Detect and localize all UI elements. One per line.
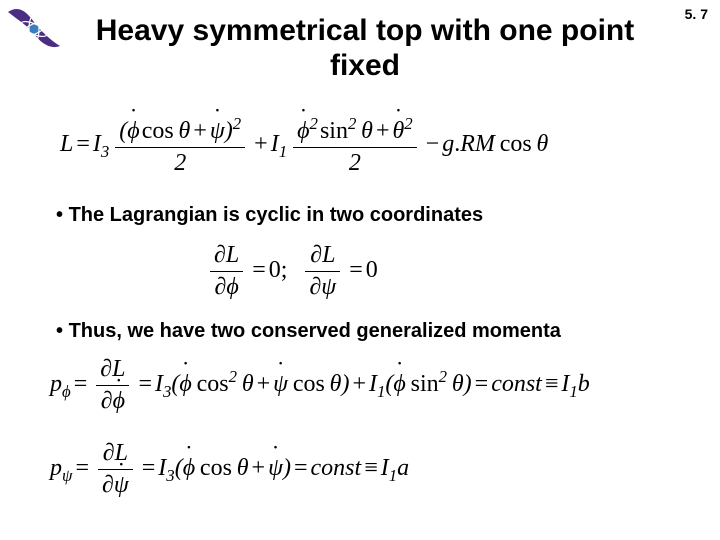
equation-lagrangian: L=I3 (ϕ cos θ+ψ)2 2 +I1 ϕ2 sin2 θ+θ2 2 −… [60,114,548,177]
section-number: 5. 7 [685,6,708,22]
equation-p-phi: pϕ= ∂L ∂ϕ =I3(ϕ cos2 θ+ψ cos θ)+I1(ϕ sin… [50,356,590,415]
page-title: Heavy symmetrical top with one point fix… [70,14,660,83]
atom-logo-icon [6,6,62,52]
bullet-momenta-text: Thus, we have two conserved generalized … [69,320,561,342]
bullet-momenta: • Thus, we have two conserved generalize… [56,320,561,343]
equation-p-psi: pψ= ∂L ∂ψ =I3(ϕ cos θ+ψ)=const≡I1a [50,440,409,499]
slide-page: 5. 7 Heavy symmetrical top with one poin… [0,0,720,540]
bullet-cyclic-text: The Lagrangian is cyclic in two coordina… [69,204,484,226]
bullet-cyclic: • The Lagrangian is cyclic in two coordi… [56,204,483,227]
equation-cyclic: ∂L ∂ϕ =0; ∂L ∂ψ =0 [210,242,378,301]
